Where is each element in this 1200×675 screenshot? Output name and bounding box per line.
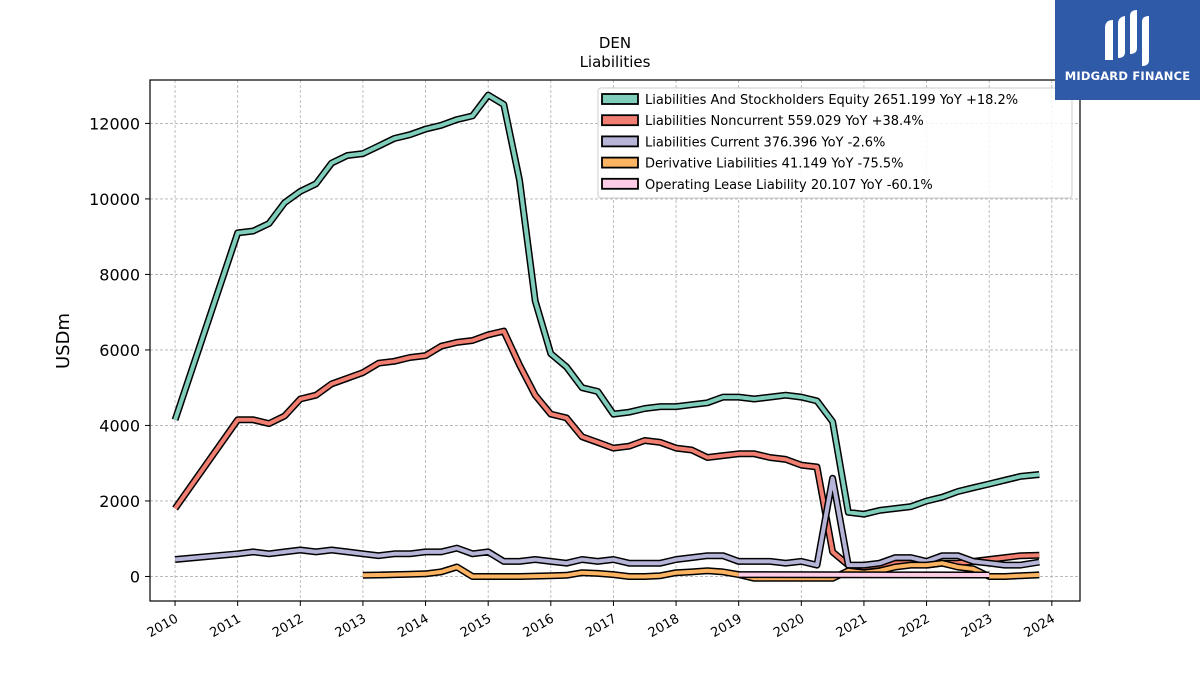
x-tick-label: 2022 [896,611,932,641]
series-line [174,476,1040,568]
legend-entry: Liabilities Noncurrent 559.029 YoY +38.4… [645,114,924,129]
legend-entry: Derivative Liabilities 41.149 YoY -75.5% [645,157,904,172]
series-line [173,93,1040,517]
y-tick-label: 6000 [99,341,140,360]
series-0 [171,91,1040,518]
y-tick-label: 10000 [89,190,140,209]
legend-entry: Liabilities And Stockholders Equity 2651… [645,93,1018,108]
x-tick-label: 2024 [1022,611,1058,641]
x-tick-label: 2020 [771,611,807,641]
legend-frame [597,87,1073,199]
chart-subtitle: Liabilities [580,53,651,71]
y-tick-label: 8000 [99,265,140,284]
chart-title: DEN [599,34,631,52]
y-axis-label: USDm [53,313,74,369]
series-line [362,561,1040,581]
series-2 [174,474,1040,569]
x-tick-label: 2018 [646,611,682,641]
x-tick-label: 2019 [709,611,745,641]
x-tick-label: 2023 [959,611,995,641]
legend: Liabilities And Stockholders Equity 2651… [597,87,1073,199]
legend-swatch [601,177,639,190]
legend-swatch [601,156,639,169]
x-tick-label: 2013 [333,611,369,641]
x-tick-label: 2011 [208,611,244,641]
legend-swatch [601,135,639,148]
brand-name: MIDGARD FINANCE [1064,69,1191,83]
x-tick-label: 2015 [458,611,494,641]
legend-entry: Liabilities Current 376.396 YoY -2.6% [645,135,885,150]
x-tick-label: 2014 [395,611,431,641]
series-line-outline [172,327,1040,571]
midgard-logo-icon [1105,10,1149,66]
y-tick-label: 12000 [89,114,140,133]
x-tick-label: 2016 [521,611,557,641]
y-tick-label: 4000 [99,416,140,435]
series-1 [172,327,1040,571]
series-layer [171,91,1040,582]
x-axis: 2010 2011 2012 2013 2014 2015 2016 2017 2018 2019… [145,601,1058,641]
legend-swatch [601,114,639,127]
x-tick-label: 2021 [834,611,870,641]
x-tick-label: 2010 [145,611,181,641]
x-tick-label: 2012 [270,611,306,641]
y-tick-label: 2000 [99,492,140,511]
x-tick-label: 2017 [583,611,619,641]
brand-logo: MIDGARD FINANCE [1055,0,1200,100]
y-axis: 0 2000 4000 6000 8000 10000 12000 [89,114,150,586]
legend-entry: Operating Lease Liability 20.107 YoY -60… [645,178,933,193]
plot-frame [149,79,1081,602]
series-3 [362,559,1040,582]
y-tick-label: 0 [130,567,140,586]
legend-swatch [601,93,639,105]
